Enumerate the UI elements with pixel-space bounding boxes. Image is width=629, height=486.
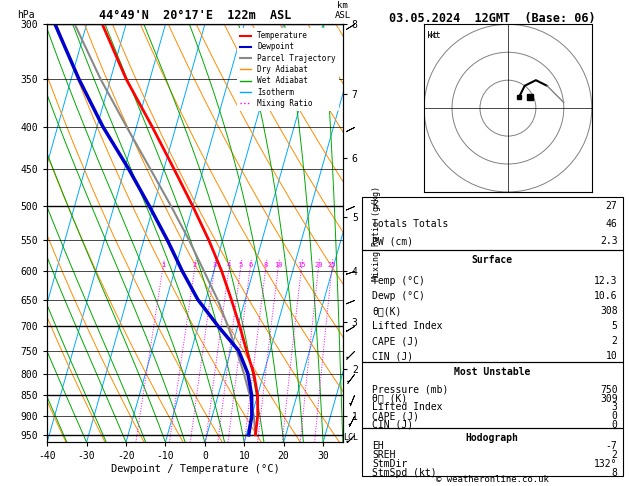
Text: Lifted Index: Lifted Index [372,321,443,331]
Text: 2: 2 [611,450,618,460]
Text: Hodograph: Hodograph [465,433,519,443]
Text: 1: 1 [161,262,165,268]
Text: kt: kt [428,31,438,40]
Text: Surface: Surface [472,255,513,265]
Text: LCL: LCL [343,434,359,442]
Text: PW (cm): PW (cm) [372,236,413,246]
Text: Temp (°C): Temp (°C) [372,276,425,286]
Text: 15: 15 [297,262,306,268]
Bar [362,250,623,362]
Title: 44°49'N  20°17'E  122m  ASL: 44°49'N 20°17'E 122m ASL [99,9,291,22]
Text: CAPE (J): CAPE (J) [372,411,419,421]
Text: EH: EH [372,441,384,451]
Text: 750: 750 [600,385,618,395]
Text: 308: 308 [600,306,618,316]
Text: 5: 5 [611,321,618,331]
Text: kt: kt [430,31,440,40]
Text: Most Unstable: Most Unstable [454,367,530,377]
Text: 12.3: 12.3 [594,276,618,286]
Text: K: K [372,201,378,211]
Text: 309: 309 [600,394,618,403]
Text: 5: 5 [238,262,243,268]
Text: 4: 4 [227,262,231,268]
Text: 8: 8 [264,262,268,268]
Text: 25: 25 [328,262,336,268]
Text: 2: 2 [192,262,197,268]
Text: Dewp (°C): Dewp (°C) [372,291,425,301]
Text: CIN (J): CIN (J) [372,420,413,430]
Text: 3: 3 [213,262,216,268]
Text: StmDir: StmDir [372,459,408,469]
Text: 132°: 132° [594,459,618,469]
Bar [362,362,623,428]
Text: km
ASL: km ASL [335,0,351,20]
Text: 10: 10 [606,351,618,361]
Text: -7: -7 [606,441,618,451]
Text: θᴇ(K): θᴇ(K) [372,306,401,316]
Text: 27: 27 [606,201,618,211]
Text: 20: 20 [314,262,323,268]
Text: 2.3: 2.3 [600,236,618,246]
Text: 10: 10 [274,262,282,268]
Text: CIN (J): CIN (J) [372,351,413,361]
Text: 0: 0 [611,420,618,430]
Text: Mixing Ratio (g/kg): Mixing Ratio (g/kg) [372,186,381,281]
Text: 3: 3 [611,402,618,412]
Text: hPa: hPa [18,10,35,20]
Text: 2: 2 [611,336,618,346]
Text: Totals Totals: Totals Totals [372,219,448,228]
Text: 6: 6 [248,262,252,268]
Bar [362,428,623,476]
Text: SREH: SREH [372,450,396,460]
Text: 46: 46 [606,219,618,228]
Text: © weatheronline.co.uk: © weatheronline.co.uk [436,474,548,484]
Legend: Temperature, Dewpoint, Parcel Trajectory, Dry Adiabat, Wet Adiabat, Isotherm, Mi: Temperature, Dewpoint, Parcel Trajectory… [237,28,339,111]
Text: 10.6: 10.6 [594,291,618,301]
Bar [362,197,623,250]
Text: Lifted Index: Lifted Index [372,402,443,412]
Text: θᴇ (K): θᴇ (K) [372,394,408,403]
Text: 0: 0 [611,411,618,421]
Text: Pressure (mb): Pressure (mb) [372,385,448,395]
Text: StmSpd (kt): StmSpd (kt) [372,468,437,478]
Text: 03.05.2024  12GMT  (Base: 06): 03.05.2024 12GMT (Base: 06) [389,12,596,25]
Text: 8: 8 [611,468,618,478]
X-axis label: Dewpoint / Temperature (°C): Dewpoint / Temperature (°C) [111,464,279,474]
Text: CAPE (J): CAPE (J) [372,336,419,346]
